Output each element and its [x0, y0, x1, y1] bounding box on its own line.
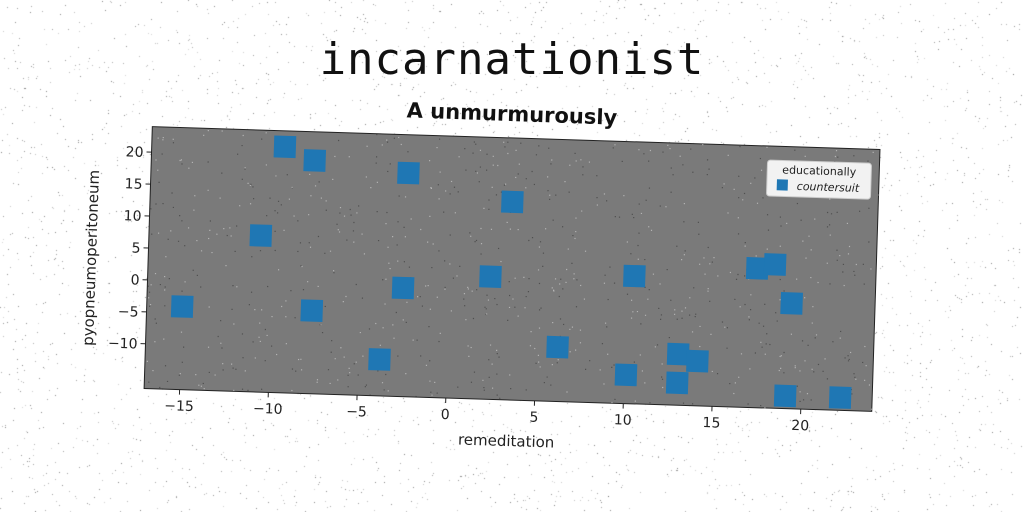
data-point-4 — [300, 299, 324, 322]
data-point-10 — [546, 335, 569, 359]
data-point-12 — [623, 264, 646, 288]
data-point-9 — [501, 190, 524, 214]
data-point-1 — [249, 224, 273, 247]
x-tick-label: −15 — [164, 398, 194, 415]
data-point-15 — [686, 349, 709, 373]
data-points — [170, 135, 852, 409]
legend-marker-countersuit — [776, 179, 788, 191]
data-point-14 — [665, 371, 689, 395]
data-point-18 — [773, 384, 797, 408]
x-tick-label: −5 — [346, 404, 367, 421]
legend-label-countersuit: countersuit — [797, 180, 860, 195]
legend: educationally countersuit — [766, 159, 872, 200]
x-tick-label: −10 — [253, 401, 283, 418]
y-tick-label: 0 — [130, 272, 139, 288]
data-point-11 — [614, 363, 638, 387]
y-tick-label: 15 — [124, 176, 142, 193]
data-point-6 — [391, 276, 415, 300]
data-point-17 — [763, 253, 787, 276]
y-tick-label: 10 — [123, 208, 141, 225]
x-axis-label: remeditation — [458, 430, 555, 451]
y-tick-label: 5 — [131, 240, 140, 256]
x-tick-label: 15 — [702, 415, 720, 432]
legend-title: educationally — [782, 163, 857, 178]
chart-title: incarnationist — [319, 34, 705, 85]
data-point-2 — [273, 135, 297, 159]
y-tick-label: −5 — [118, 304, 139, 321]
x-tick-label: 20 — [791, 418, 809, 435]
axes: −15 −10 −5 0 5 10 15 20 −10 −5 0 5 10 15 20 — [108, 144, 810, 435]
data-point-8 — [479, 265, 502, 288]
plot-area — [143, 126, 881, 412]
plot-area-noise — [146, 129, 880, 410]
x-tick-label: 0 — [441, 407, 450, 423]
data-point-3 — [303, 149, 327, 172]
data-point-5 — [368, 348, 391, 371]
y-tick-label: −10 — [108, 336, 138, 353]
data-point-13 — [666, 342, 690, 366]
data-point-19 — [780, 292, 803, 315]
data-point-20 — [828, 386, 852, 409]
x-tick-label: 5 — [529, 410, 538, 426]
data-point-0 — [170, 295, 194, 318]
y-tick-label: 20 — [125, 144, 143, 161]
legend-box — [766, 159, 872, 200]
x-tick-label: 10 — [614, 412, 632, 429]
y-axis-label: pyopneumoperitoneum — [79, 169, 103, 346]
data-point-16 — [745, 257, 769, 280]
data-point-7 — [397, 161, 420, 185]
